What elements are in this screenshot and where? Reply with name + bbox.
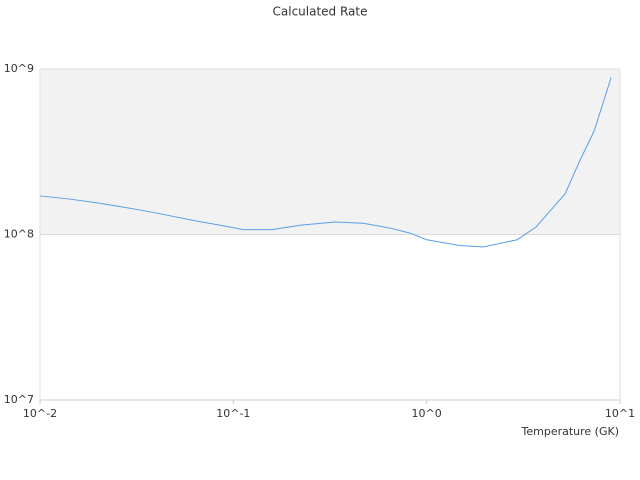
y-tick-label: 10^7 [4, 393, 34, 406]
x-axis-label: Temperature (GK) [521, 425, 620, 438]
x-tick-label: 10^-2 [23, 407, 57, 420]
y-tick-label: 10^8 [4, 228, 34, 241]
x-tick-label: 10^0 [412, 407, 442, 420]
x-tick-label: 10^1 [605, 407, 635, 420]
x-tick-label: 10^-1 [216, 407, 250, 420]
data-line [39, 77, 612, 248]
plot-band [40, 69, 620, 235]
y-tick-label: 10^9 [4, 62, 34, 75]
chart-title: Calculated Rate [273, 5, 368, 19]
